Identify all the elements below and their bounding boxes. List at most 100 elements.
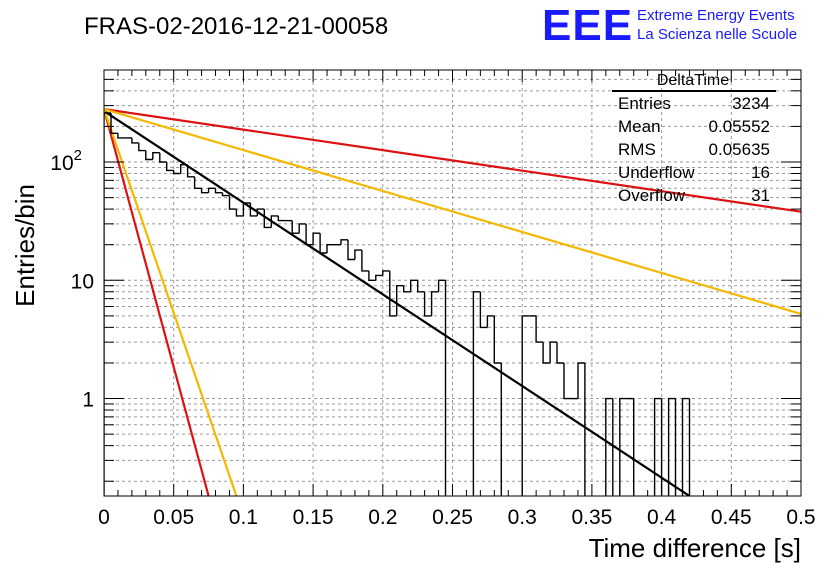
stats-label: Underflow xyxy=(618,163,695,182)
histogram-bin xyxy=(138,142,146,152)
histogram-bin xyxy=(479,291,488,329)
histogram-bin xyxy=(674,398,677,496)
histogram-bin xyxy=(660,398,663,496)
histogram-bin xyxy=(556,342,564,364)
histogram-bin xyxy=(145,150,153,161)
logo-line-2: La Scienza nelle Scuole xyxy=(637,26,797,43)
x-tick-label: 0.15 xyxy=(293,506,334,529)
histogram-bin xyxy=(619,397,627,496)
histogram-bin xyxy=(417,280,425,293)
stats-label: RMS xyxy=(618,140,656,159)
histogram-bin xyxy=(500,363,502,496)
histogram-bin xyxy=(605,397,613,496)
histogram-bin xyxy=(389,270,397,317)
histogram-bin xyxy=(688,398,691,496)
histogram-bin xyxy=(542,342,551,364)
histogram-bin xyxy=(472,291,481,496)
histogram-bin xyxy=(221,192,230,197)
histogram-bin xyxy=(535,315,544,343)
eee-logo: EEE Extreme Energy Events La Scienza nel… xyxy=(542,1,797,50)
y-tick-label: 1 xyxy=(82,389,94,412)
histogram-bin xyxy=(104,112,111,496)
histogram-bin xyxy=(612,398,614,496)
chart-title: FRAS-02-2016-12-21-00058 xyxy=(84,13,388,40)
histogram-bin xyxy=(633,398,635,496)
histogram-bin xyxy=(110,113,118,134)
histogram-bin xyxy=(584,363,586,496)
x-tick-label: 0.45 xyxy=(711,506,752,529)
histogram-bin xyxy=(166,162,174,172)
histogram-bin xyxy=(549,341,557,363)
histogram-bin xyxy=(577,362,585,399)
histogram-bin xyxy=(186,164,195,178)
fit-line-4 xyxy=(104,108,210,496)
histogram-bin xyxy=(263,209,272,229)
histogram-bin xyxy=(563,363,571,400)
histogram-bin xyxy=(312,232,321,245)
histogram-bin xyxy=(403,285,411,293)
histogram-bin xyxy=(228,195,237,210)
stats-label: Overflow xyxy=(618,186,686,205)
histogram-bin xyxy=(382,270,390,276)
histogram-bin xyxy=(430,291,439,316)
y-tick-label: 10 xyxy=(71,270,94,293)
fit-line-3 xyxy=(104,108,801,315)
stats-value: 3234 xyxy=(732,94,770,113)
histogram-bin xyxy=(200,188,209,194)
histogram-bin xyxy=(667,397,676,496)
histogram-bin xyxy=(319,233,327,254)
x-tick-label: 0.1 xyxy=(229,506,258,529)
histogram-bin xyxy=(207,187,216,193)
histogram-bin xyxy=(214,188,223,194)
histogram xyxy=(104,112,691,496)
stats-label: Entries xyxy=(618,94,671,113)
x-tick-label: 0.35 xyxy=(571,506,612,529)
histogram-bin xyxy=(437,279,446,292)
fit-curves xyxy=(104,108,801,496)
histogram-bin xyxy=(270,215,279,228)
histogram-bin xyxy=(305,223,314,246)
x-tick-label: 0.2 xyxy=(368,506,397,529)
x-tick-label: 0.25 xyxy=(432,506,473,529)
histogram-bin xyxy=(235,209,244,217)
histogram-bin xyxy=(410,279,418,292)
histogram-bin xyxy=(131,137,139,144)
logo-line-1: Extreme Energy Events xyxy=(637,7,795,24)
fit-line-2 xyxy=(104,108,801,213)
histogram-bin xyxy=(291,220,300,234)
x-tick-label: 0.05 xyxy=(153,506,194,529)
histogram-bin xyxy=(493,315,502,364)
x-tick-label: 0.5 xyxy=(786,506,815,529)
histogram-bin xyxy=(423,291,432,317)
stats-value: 31 xyxy=(751,186,770,205)
histogram-bin xyxy=(326,244,334,253)
histogram-bin xyxy=(347,239,355,261)
histogram-bin xyxy=(152,152,160,160)
stats-label: Mean xyxy=(618,117,661,136)
stats-value: 0.05552 xyxy=(709,117,770,136)
histogram-bin xyxy=(298,223,307,234)
stats-value: 16 xyxy=(751,163,770,182)
x-tick-label: 0.4 xyxy=(647,506,677,529)
y-tick-label: 102 xyxy=(50,147,82,175)
histogram-bin xyxy=(486,315,495,328)
histogram-bin xyxy=(375,274,383,281)
histogram-bin xyxy=(361,250,369,272)
histogram-bin xyxy=(653,397,662,496)
histogram-bin xyxy=(396,285,404,316)
histogram-bin xyxy=(249,203,258,217)
histogram-bin xyxy=(681,397,690,496)
fit-line-5 xyxy=(104,108,238,496)
histogram-bin xyxy=(521,315,530,496)
y-axis-label: Entries/bin xyxy=(10,184,40,307)
histogram-bin xyxy=(117,133,125,139)
logo-text: EEE xyxy=(542,1,633,50)
stats-title: DeltaTime xyxy=(657,72,729,89)
axis-ticks: 0 0.05 0.1 0.15 0.2 0.25 0.3 0.35 0.4 0.45 0.5 1 10 1… xyxy=(50,69,816,529)
histogram-bin xyxy=(242,202,251,216)
histogram-bin xyxy=(277,215,286,222)
histogram-bin xyxy=(354,249,362,260)
stats-value: 0.05635 xyxy=(709,140,770,159)
